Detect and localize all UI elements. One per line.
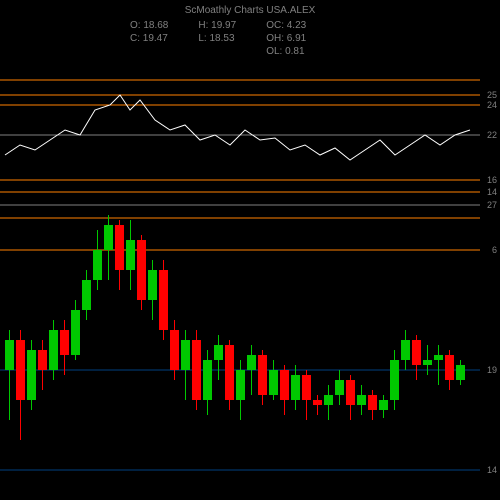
candle-body — [60, 330, 69, 355]
candle-body — [38, 350, 47, 370]
candle-body — [115, 225, 124, 270]
axis-label: 19 — [487, 365, 497, 375]
candle-body — [302, 375, 311, 400]
candle-body — [335, 380, 344, 395]
candle-body — [214, 345, 223, 360]
candle-body — [93, 250, 102, 280]
candle-body — [269, 370, 278, 395]
candle-body — [423, 360, 432, 365]
candle-body — [247, 355, 256, 370]
axis-label: 14 — [487, 187, 497, 197]
candle-body — [82, 280, 91, 310]
candle-body — [16, 340, 25, 400]
axis-label: 25 — [487, 90, 497, 100]
candle-body — [181, 340, 190, 370]
candle-body — [148, 270, 157, 300]
candle-body — [104, 225, 113, 250]
axis-label: 6 — [492, 245, 497, 255]
axis-label: 24 — [487, 100, 497, 110]
candle-body — [5, 340, 14, 370]
candle-body — [357, 395, 366, 405]
axis-label: 27 — [487, 200, 497, 210]
axis-label: 16 — [487, 175, 497, 185]
candle-body — [390, 360, 399, 400]
candle-body — [445, 355, 454, 380]
candle-body — [291, 375, 300, 400]
chart-area[interactable]: 2524 22 16 14 27 6 19 14 — [0, 0, 500, 500]
candle-body — [203, 360, 212, 400]
candle-body — [456, 365, 465, 380]
candle-body — [126, 240, 135, 270]
candle-body — [313, 400, 322, 405]
candle-body — [159, 270, 168, 330]
candle-body — [137, 240, 146, 300]
candle-body — [49, 330, 58, 370]
candle-body — [324, 395, 333, 405]
axis-label: 22 — [487, 130, 497, 140]
candle-body — [368, 395, 377, 410]
candle-body — [236, 370, 245, 400]
candle-body — [412, 340, 421, 365]
candle-body — [434, 355, 443, 360]
candle-body — [71, 310, 80, 355]
candle-body — [192, 340, 201, 400]
candle-body — [280, 370, 289, 400]
candle-body — [225, 345, 234, 400]
candle-body — [170, 330, 179, 370]
candle-body — [258, 355, 267, 395]
candle-body — [346, 380, 355, 405]
axis-label: 14 — [487, 465, 497, 475]
candle-body — [27, 350, 36, 400]
candle-body — [401, 340, 410, 360]
candle-body — [379, 400, 388, 410]
